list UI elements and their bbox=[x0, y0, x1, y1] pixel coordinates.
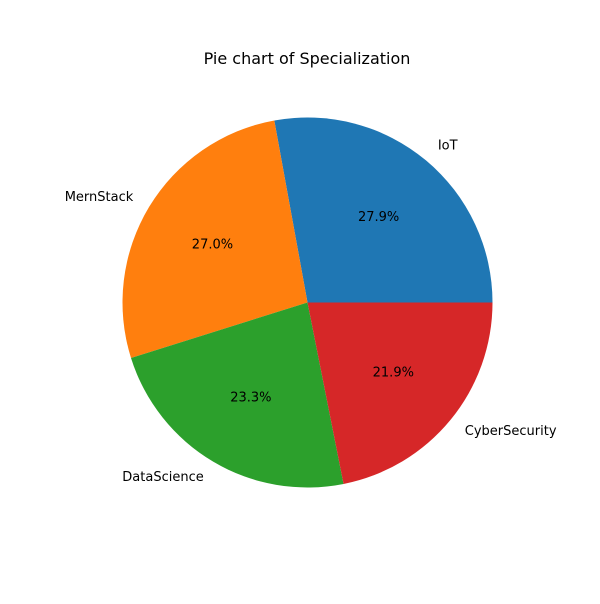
pie-labels: IoT 27.9% MernStack 27.0% DataScience 23.3% Cy… bbox=[65, 139, 557, 485]
pie-slice-datascience bbox=[131, 302, 344, 488]
slice-percent-datascience: 23.3% bbox=[230, 390, 271, 405]
slice-percent-mernstack: 27.0% bbox=[192, 238, 233, 253]
slice-label-cybersecurity: CyberSecurity bbox=[465, 424, 557, 439]
slice-percent-cybersecurity: 21.9% bbox=[373, 365, 414, 380]
pie-slice-iot bbox=[274, 117, 493, 303]
slice-percent-iot: 27.9% bbox=[358, 210, 399, 225]
pie-slices bbox=[122, 117, 493, 488]
slice-label-datascience: DataScience bbox=[122, 470, 203, 485]
pie-slice-cybersecurity bbox=[307, 302, 493, 484]
pie-slice-mernstack bbox=[122, 120, 308, 358]
chart-title: Pie chart of Specialization bbox=[204, 49, 411, 68]
slice-label-iot: IoT bbox=[438, 139, 458, 154]
slice-label-mernstack: MernStack bbox=[65, 190, 134, 205]
